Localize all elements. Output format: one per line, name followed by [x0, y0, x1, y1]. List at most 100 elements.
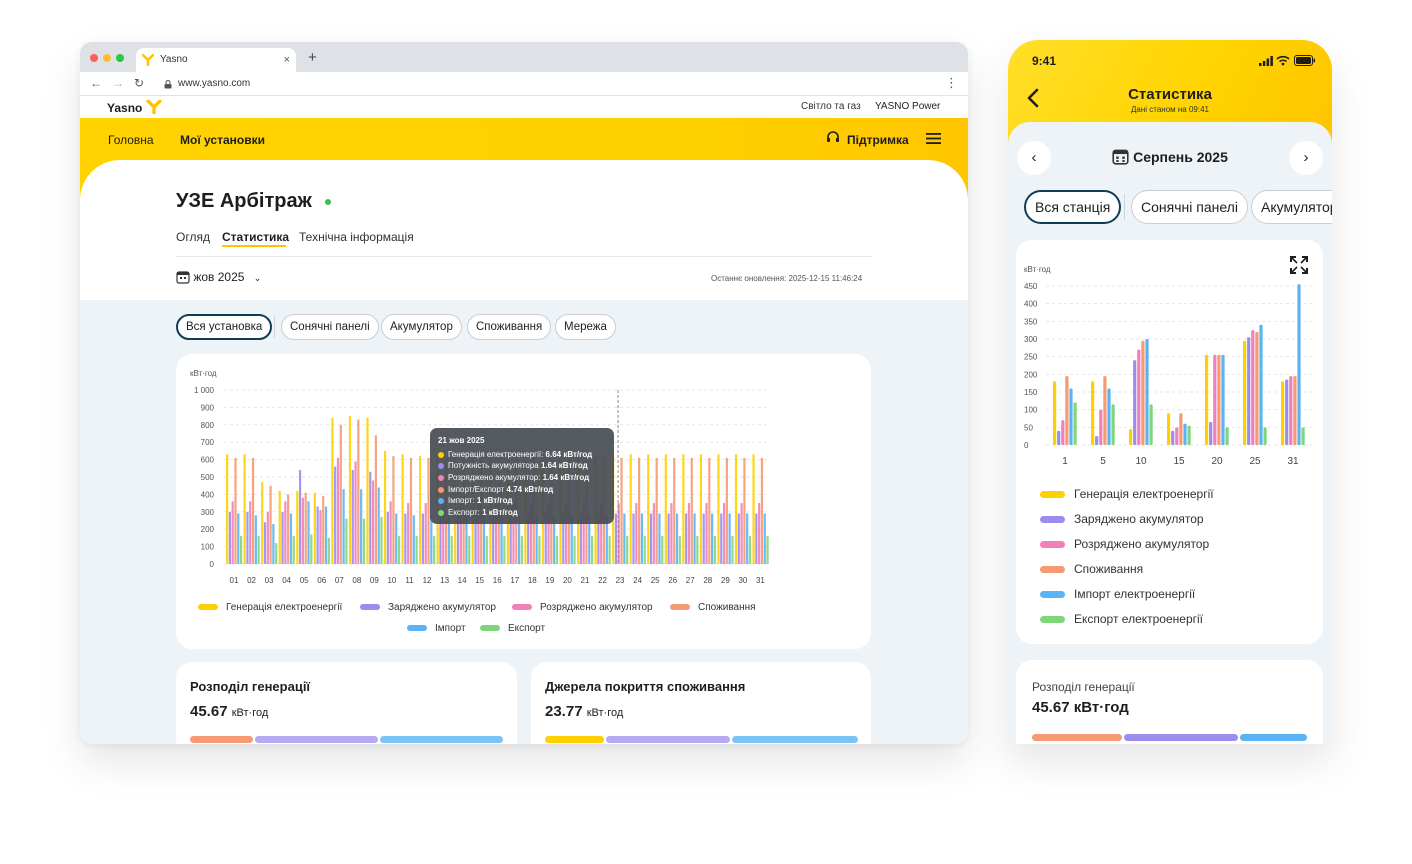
tooltip-dot	[438, 451, 444, 458]
filter-grid[interactable]: Мережа	[555, 314, 616, 340]
filter-solar-panels[interactable]: Сонячні панелі	[281, 314, 379, 340]
next-month-button[interactable]: ›	[1289, 141, 1323, 175]
phone-legend-discharged[interactable]: Розряджено акумулятор	[1040, 537, 1209, 551]
url-input[interactable]: www.yasno.com	[178, 78, 251, 89]
chart-bar	[395, 513, 398, 564]
link-light-gas[interactable]: Світло та газ	[801, 101, 861, 112]
chart-bar	[517, 515, 521, 564]
status-time: 9:41	[1032, 54, 1057, 68]
new-tab-button[interactable]: +	[308, 49, 317, 66]
chart-bar	[459, 503, 462, 564]
chart-bar	[383, 450, 387, 564]
hamburger-menu-icon[interactable]	[926, 132, 941, 145]
chart-bar	[362, 518, 366, 564]
x-tick-label: 27	[686, 576, 695, 585]
phone-legend-generation[interactable]: Генерація електроенергії	[1040, 487, 1214, 501]
site-logo[interactable]: Yasno	[107, 99, 162, 115]
back-icon[interactable]: ←	[90, 76, 102, 90]
chart-bar	[401, 454, 404, 564]
maximize-window-icon[interactable]	[116, 54, 124, 62]
link-yasno-power[interactable]: YASNO Power	[875, 101, 941, 112]
phone-legend-export[interactable]: Експорт електроенергії	[1040, 612, 1203, 626]
legend-generation[interactable]: Генерація електроенергії	[198, 602, 342, 613]
chart-bar	[366, 417, 369, 564]
legend-swatch	[1040, 566, 1065, 574]
reload-icon[interactable]: ↻	[134, 76, 145, 90]
minimize-window-icon[interactable]	[103, 54, 111, 62]
nav-home[interactable]: Головна	[108, 133, 154, 147]
fullscreen-icon[interactable]	[1290, 256, 1308, 274]
phone-legend-consumption[interactable]: Споживання	[1040, 562, 1143, 576]
tooltip-label: Імпорт:	[448, 496, 475, 506]
browser-menu-icon[interactable]: ⋮	[945, 75, 958, 90]
tooltip-dot	[438, 463, 444, 470]
tab-statistics[interactable]: Статистика	[222, 230, 290, 244]
chart-bar	[748, 536, 752, 564]
chart-bar	[720, 513, 723, 564]
nav-my-installations[interactable]: Мої установки	[180, 133, 265, 147]
address-bar: ← → ↻ www.yasno.com ⋮	[80, 72, 968, 96]
chart-bar	[1259, 324, 1263, 445]
x-tick-label: 03	[265, 576, 274, 585]
legend-charged[interactable]: Заряджено акумулятор	[360, 602, 496, 613]
chart-bar	[336, 457, 340, 564]
chart-bar	[450, 536, 453, 564]
chart-bar	[485, 536, 488, 564]
chart-bar	[1175, 427, 1179, 445]
browser-tab-title: Yasno	[160, 54, 188, 65]
legend-label: Заряджено акумулятор	[388, 602, 496, 613]
x-tick-label: 16	[493, 576, 502, 585]
browser-tab-bar: Yasno × +	[80, 42, 968, 72]
chart-bar	[755, 513, 758, 564]
filter-battery[interactable]: Акумулятор	[381, 314, 462, 340]
legend-export[interactable]: Експорт	[480, 623, 545, 634]
installation-title: УЗЕ Арбітраж	[176, 190, 312, 212]
close-window-icon[interactable]	[90, 54, 98, 62]
filter-whole-installation[interactable]: Вся установка	[176, 314, 273, 340]
chart-bar	[553, 515, 556, 564]
chart-bar	[494, 503, 498, 564]
phone-filter-battery[interactable]: Акумулятор	[1251, 190, 1332, 224]
chart-bar	[1137, 349, 1141, 445]
tooltip-value: 4.74 кВт/год	[506, 484, 554, 494]
back-arrow-icon[interactable]	[1026, 88, 1040, 108]
chart-bar	[278, 490, 281, 564]
tab-technical-info[interactable]: Технічна інформація	[299, 230, 414, 244]
browser-tab[interactable]: Yasno ×	[136, 48, 296, 72]
tab-overview[interactable]: Огляд	[176, 230, 210, 244]
chart-bar	[608, 536, 611, 564]
close-tab-icon[interactable]: ×	[283, 54, 290, 66]
month-selector[interactable]: жов 2025 ⌄	[176, 270, 261, 286]
chart-bar	[597, 513, 600, 564]
phone-subtitle: Дані станом на 09:41	[1130, 105, 1209, 114]
y-tick-label: 0	[210, 560, 215, 569]
legend-import[interactable]: Імпорт	[407, 623, 466, 634]
phone-month-selector[interactable]: Серпень 2025	[1008, 148, 1332, 165]
chart-bar	[582, 503, 585, 564]
chart-bar	[746, 513, 749, 564]
chart-bar	[722, 503, 726, 564]
phone-filter-solar[interactable]: Сонячні панелі	[1131, 190, 1248, 224]
legend-discharged[interactable]: Розряджено акумулятор	[512, 602, 653, 613]
chart-bar	[272, 523, 275, 564]
chart-bar	[509, 513, 512, 564]
phone-filter-whole-station[interactable]: Вся станція	[1024, 190, 1122, 224]
x-tick-label: 05	[300, 576, 309, 585]
filter-consumption[interactable]: Споживання	[467, 314, 552, 340]
tooltip-value: 1 кВт/год	[476, 496, 513, 506]
forward-icon[interactable]: →	[112, 76, 124, 90]
phone-legend-charged[interactable]: Заряджено акумулятор	[1040, 512, 1204, 526]
prev-month-button[interactable]: ‹	[1017, 141, 1051, 175]
chart-bar	[664, 454, 667, 564]
filter-divider	[274, 316, 275, 338]
support-link[interactable]: Підтримка	[847, 133, 909, 147]
chart-bar	[632, 513, 635, 564]
legend-swatch	[198, 604, 218, 611]
y-axis-unit: кВт·год	[1024, 265, 1051, 274]
chart-bar	[345, 518, 348, 564]
legend-consumption[interactable]: Споживання	[670, 602, 756, 613]
phone-legend-import[interactable]: Імпорт електроенергії	[1040, 587, 1195, 601]
chart-bar	[263, 522, 267, 564]
tooltip-label: Генерація електроенергії:	[448, 449, 544, 459]
